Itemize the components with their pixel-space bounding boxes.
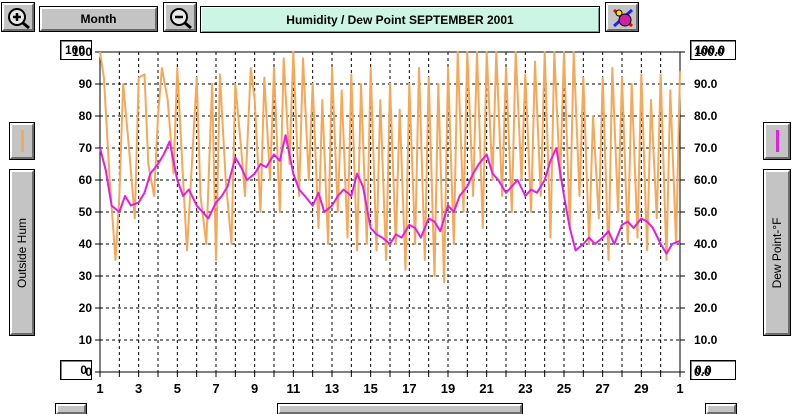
scrollbar-thumb[interactable] [277, 403, 523, 414]
x-tick-label: 29 [634, 381, 648, 396]
y-left-tick-label: 40 [79, 237, 93, 251]
x-tick-label: 19 [441, 381, 455, 396]
y-right-tick-label: 100.0 [694, 45, 724, 59]
dewpoint-line-icon [776, 130, 779, 152]
dewpoint-line [99, 134, 681, 255]
chart-title-bar: Humidity / Dew Point SEPTEMBER 2001 [200, 6, 600, 33]
x-tick-label: 17 [402, 381, 416, 396]
humidity-color-swatch[interactable] [9, 122, 35, 160]
outside-hum-button[interactable]: Outside Hum [9, 169, 35, 336]
x-tick-label: 25 [557, 381, 571, 396]
humidity-line-icon [21, 130, 24, 152]
zoom-out-icon [169, 7, 193, 34]
y-left-tick-label: 50 [79, 205, 93, 219]
right-axis-min-value: 0.0 [695, 363, 712, 377]
y-left-tick-label: 0 [85, 365, 92, 379]
y-right-tick-label: 70.0 [694, 141, 718, 155]
color-settings-button[interactable] [605, 2, 639, 34]
x-tick-label: 9 [251, 381, 258, 396]
x-tick-label: 1 [676, 381, 683, 396]
y-left-tick-label: 70 [79, 141, 93, 155]
x-tick-label: 11 [286, 381, 300, 396]
y-left-tick-label: 60 [79, 173, 93, 187]
y-right-tick-label: 80.0 [694, 109, 718, 123]
x-tick-label: 5 [174, 381, 181, 396]
right-axis-min-box: 0.0 [690, 360, 736, 380]
y-right-tick-label: 50.0 [694, 205, 718, 219]
y-left-tick-label: 100 [72, 45, 92, 59]
x-tick-label: 21 [479, 381, 493, 396]
zoom-out-button[interactable] [163, 2, 197, 34]
period-button[interactable]: Month [39, 6, 158, 32]
x-tick-label: 27 [595, 381, 609, 396]
y-left-tick-label: 10 [79, 333, 93, 347]
x-tick-label: 1 [96, 381, 103, 396]
right-axis-max-box: 100.0 [690, 40, 736, 60]
x-tick-label: 13 [325, 381, 339, 396]
dewpoint-color-swatch[interactable] [763, 122, 791, 160]
humidity-line [99, 51, 681, 284]
y-left-tick-label: 20 [79, 301, 93, 315]
zoom-in-icon [7, 7, 31, 34]
y-right-tick-label: 10.0 [694, 333, 718, 347]
x-tick-label: 15 [363, 381, 377, 396]
y-right-tick-label: 40.0 [694, 237, 718, 251]
color-palette-icon [611, 7, 635, 34]
left-axis-min-box: 0 [60, 360, 92, 380]
scroll-left-button[interactable] [55, 403, 87, 414]
zoom-in-button[interactable] [1, 2, 35, 34]
y-right-tick-label: 20.0 [694, 301, 718, 315]
y-left-tick-label: 80 [79, 109, 93, 123]
y-right-tick-label: 60.0 [694, 173, 718, 187]
chart-title: Humidity / Dew Point SEPTEMBER 2001 [286, 12, 514, 27]
y-right-tick-label: 0.0 [694, 365, 711, 379]
y-left-tick-label: 90 [79, 77, 93, 91]
dew-point-button[interactable]: Dew Point-°F [763, 169, 791, 336]
x-tick-label: 7 [212, 381, 219, 396]
period-label: Month [80, 12, 117, 26]
y-right-tick-label: 30.0 [694, 269, 718, 283]
y-right-tick-label: 90.0 [694, 77, 718, 91]
scroll-right-button[interactable] [705, 403, 737, 414]
left-axis-max-value: 100 [65, 43, 86, 57]
x-tick-label: 23 [518, 381, 532, 396]
x-tick-label: 3 [135, 381, 142, 396]
left-axis-min-value: 0 [80, 363, 87, 377]
y-left-tick-label: 30 [79, 269, 93, 283]
right-axis-max-value: 100.0 [695, 43, 726, 57]
left-axis-max-box: 100 [60, 40, 92, 60]
